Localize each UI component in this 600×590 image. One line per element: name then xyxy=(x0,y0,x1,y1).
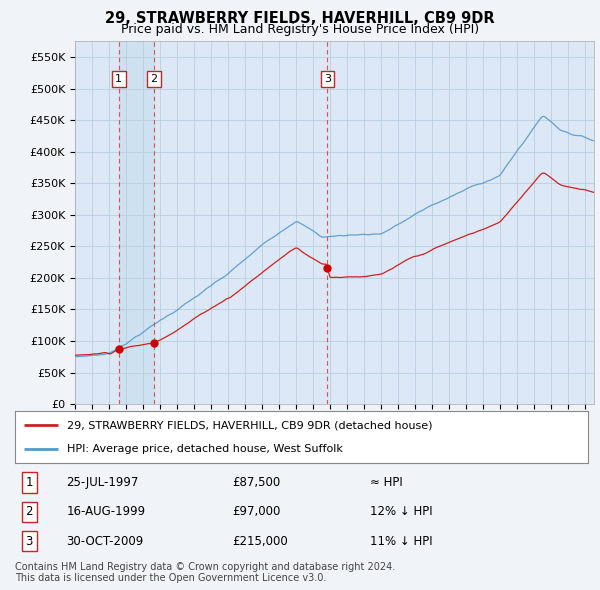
Text: 16-AUG-1999: 16-AUG-1999 xyxy=(67,505,146,519)
Text: 29, STRAWBERRY FIELDS, HAVERHILL, CB9 9DR (detached house): 29, STRAWBERRY FIELDS, HAVERHILL, CB9 9D… xyxy=(67,420,432,430)
Text: 1: 1 xyxy=(26,476,33,489)
Text: 29, STRAWBERRY FIELDS, HAVERHILL, CB9 9DR: 29, STRAWBERRY FIELDS, HAVERHILL, CB9 9D… xyxy=(105,11,495,25)
Text: HPI: Average price, detached house, West Suffolk: HPI: Average price, detached house, West… xyxy=(67,444,343,454)
Text: Price paid vs. HM Land Registry's House Price Index (HPI): Price paid vs. HM Land Registry's House … xyxy=(121,23,479,36)
Text: 30-OCT-2009: 30-OCT-2009 xyxy=(67,535,144,548)
Text: 1: 1 xyxy=(115,74,122,84)
Text: 2: 2 xyxy=(26,505,33,519)
Bar xyxy=(119,41,154,404)
Text: 2: 2 xyxy=(150,74,157,84)
Text: 25-JUL-1997: 25-JUL-1997 xyxy=(67,476,139,489)
Text: Contains HM Land Registry data © Crown copyright and database right 2024.
This d: Contains HM Land Registry data © Crown c… xyxy=(15,562,395,584)
Text: £215,000: £215,000 xyxy=(233,535,289,548)
Text: 3: 3 xyxy=(26,535,33,548)
Text: 12% ↓ HPI: 12% ↓ HPI xyxy=(370,505,433,519)
Text: 3: 3 xyxy=(324,74,331,84)
Text: ≈ HPI: ≈ HPI xyxy=(370,476,403,489)
Text: £87,500: £87,500 xyxy=(233,476,281,489)
Text: 11% ↓ HPI: 11% ↓ HPI xyxy=(370,535,433,548)
Text: £97,000: £97,000 xyxy=(233,505,281,519)
